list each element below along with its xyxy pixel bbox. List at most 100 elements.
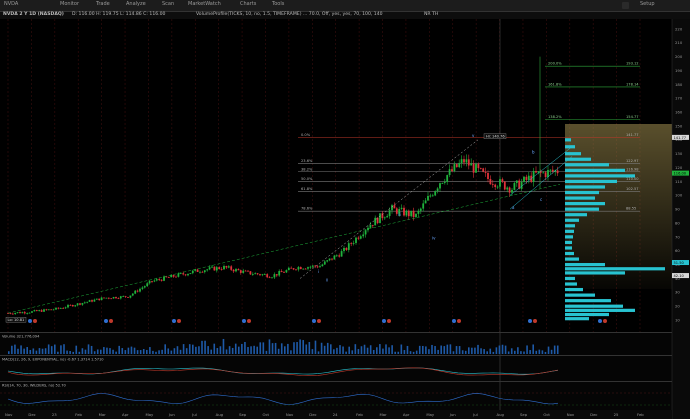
profile-bar	[565, 179, 617, 184]
candle-body	[453, 164, 456, 172]
tab-tools[interactable]: Tools	[272, 1, 285, 7]
price-tick: 200	[675, 54, 683, 59]
candle-body	[59, 307, 62, 309]
fib-right-label: 141.77	[626, 133, 639, 137]
volume-bar	[553, 345, 556, 354]
candle-body	[261, 274, 264, 276]
price-tag-bg	[672, 273, 689, 279]
candle-body	[148, 280, 151, 284]
volume-bar	[207, 346, 209, 354]
earnings-marker	[312, 319, 316, 323]
volume-bar	[326, 342, 329, 354]
candle-body	[215, 267, 218, 271]
candle-body	[184, 274, 187, 276]
candle-body	[364, 230, 367, 235]
tab-monitor[interactable]: Monitor	[60, 1, 80, 7]
volume-bar	[103, 347, 105, 354]
volume-bar	[210, 349, 212, 354]
candle-body	[194, 269, 197, 271]
tab-trade[interactable]: Trade	[96, 1, 110, 7]
fib-left-label: 50.0%	[301, 177, 313, 181]
candle-body	[206, 269, 209, 271]
candle-body	[79, 303, 81, 305]
candle-body	[177, 273, 180, 277]
time-tick: Feb	[356, 412, 363, 417]
volume-bar	[41, 348, 44, 354]
settings-icon[interactable]	[622, 2, 629, 9]
tab-marketwatch[interactable]: MarketWatch	[188, 1, 221, 7]
candle-body	[304, 268, 307, 270]
fib-right-label: 122.97	[626, 159, 639, 163]
candle-body	[268, 277, 271, 279]
candle-body	[391, 205, 393, 211]
volume-bar	[388, 347, 390, 354]
candle-body	[523, 176, 525, 182]
volume-bar	[280, 343, 283, 354]
candle-body	[189, 273, 192, 275]
volume-bar	[366, 347, 369, 354]
dividend-marker	[177, 319, 181, 323]
candle-body	[290, 267, 293, 269]
candle-body	[532, 170, 535, 182]
time-tick: Dec	[28, 412, 35, 417]
volume-bar	[17, 348, 19, 354]
dividend-marker	[387, 319, 391, 323]
time-tick: Dec	[590, 412, 597, 417]
profile-bar	[565, 287, 583, 292]
candle-body	[415, 213, 417, 217]
profile-bar	[565, 202, 605, 206]
candle-body	[427, 195, 429, 201]
time-tick: Dec	[309, 412, 316, 417]
candle-body	[386, 216, 389, 218]
symbol-label[interactable]: NVDA 2 Y 1D (NASDAQ)	[3, 12, 64, 17]
candle-body	[172, 274, 175, 277]
volume-bar	[219, 346, 222, 354]
tab-analyze[interactable]: Analyze	[126, 1, 146, 7]
volume-bar	[262, 342, 265, 354]
profile-bar	[565, 224, 575, 228]
high-label-box	[483, 133, 507, 139]
candle-body	[340, 251, 343, 257]
price-tick: 10	[675, 317, 680, 322]
candle-body	[347, 243, 350, 250]
candle-body	[76, 303, 79, 306]
volume-bar	[222, 338, 225, 354]
dividend-marker	[457, 319, 461, 323]
candle-body	[211, 266, 213, 268]
candle-body	[91, 300, 93, 302]
time-tick: Oct	[543, 412, 550, 417]
volume-bar	[244, 341, 246, 354]
tab-scan[interactable]: Scan	[162, 1, 175, 7]
volume-bar	[213, 343, 216, 354]
candle-body	[470, 163, 473, 166]
dividend-marker	[603, 319, 607, 323]
macd-label: MACD(12, 26, 9, EXPONENTIAL, no) -0.67 1…	[2, 358, 104, 362]
profile-bar	[565, 267, 665, 271]
fib-left-label: 78.6%	[301, 207, 313, 211]
volume-bar	[498, 345, 501, 354]
price-tag: 141.77	[674, 136, 687, 140]
candle-body	[139, 288, 141, 292]
profile-bar	[565, 235, 573, 239]
volume-bar	[127, 347, 130, 354]
volume-bar	[333, 349, 335, 354]
setup-menu[interactable]: Setup	[640, 1, 655, 7]
volume-bar	[179, 349, 182, 354]
candle-body	[259, 274, 261, 276]
price-chart[interactable]: 0.0% 141.77 23.6% 122.97 38.2% 116.98 50.0% 110…	[0, 19, 690, 419]
candle-body	[71, 304, 74, 307]
volume-bar	[363, 344, 366, 354]
profile-bar	[565, 271, 625, 275]
volume-bar	[412, 351, 415, 354]
candle-body	[179, 273, 182, 274]
volume-bar	[296, 342, 298, 354]
candle-body	[422, 203, 425, 209]
tab-charts[interactable]: Charts	[240, 1, 257, 7]
candle-body	[52, 309, 55, 311]
volume-bar	[265, 350, 268, 354]
volume-bar	[409, 351, 412, 354]
volume-bar	[474, 347, 476, 354]
volume-bar	[149, 347, 151, 354]
time-tick: Oct	[262, 412, 269, 417]
time-tick: May	[145, 412, 154, 417]
